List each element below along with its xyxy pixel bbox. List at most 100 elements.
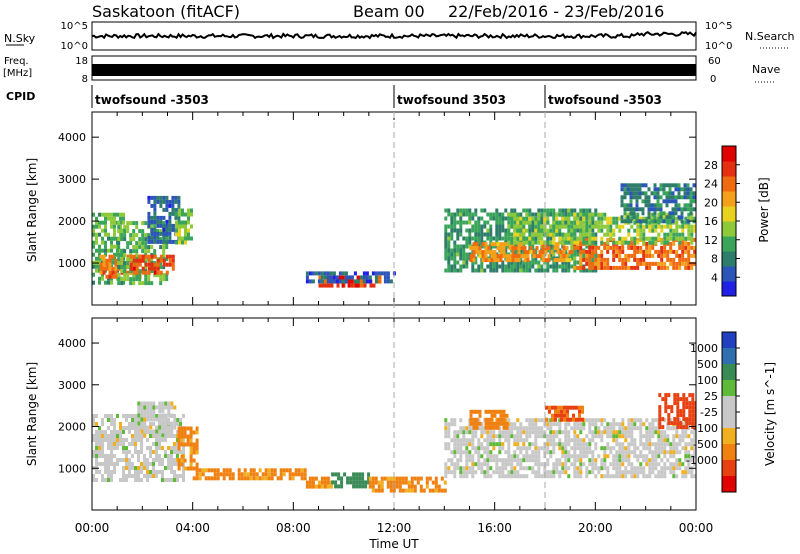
heatmap-cell <box>493 425 497 430</box>
heatmap-cell <box>636 212 640 217</box>
heatmap-cell <box>480 430 484 435</box>
heatmap-cell <box>638 195 642 200</box>
heatmap-cell <box>549 426 553 431</box>
heatmap-cell <box>178 236 181 241</box>
heatmap-cell <box>588 228 592 233</box>
heatmap-cell <box>164 405 168 410</box>
heatmap-cell <box>609 474 613 479</box>
heatmap-cell <box>92 272 95 277</box>
heatmap-cell <box>255 476 259 481</box>
heatmap-cell <box>630 434 634 439</box>
heatmap-cell <box>560 405 563 410</box>
heatmap-cell <box>437 488 441 493</box>
heatmap-cell <box>627 265 631 270</box>
heatmap-cell <box>165 237 169 242</box>
heatmap-cell <box>507 418 511 423</box>
heatmap-cell <box>609 462 613 467</box>
heatmap-cell <box>161 470 164 474</box>
heatmap-cell <box>486 458 490 463</box>
heatmap-cell <box>537 268 541 273</box>
heatmap-cell <box>392 488 396 493</box>
heatmap-cell <box>591 418 595 423</box>
heatmap-cell <box>288 476 292 481</box>
heatmap-cell <box>489 458 493 463</box>
heatmap-cell <box>661 417 665 422</box>
heatmap-cell <box>555 430 559 435</box>
heatmap-cell <box>187 220 190 225</box>
heatmap-cell <box>687 434 691 439</box>
heatmap-cell <box>181 236 184 241</box>
heatmap-cell <box>468 228 472 233</box>
heatmap-cell <box>669 249 673 254</box>
power-x-axis <box>91 112 697 305</box>
heatmap-cell <box>623 207 627 212</box>
heatmap-cell <box>582 252 586 257</box>
heatmap-cell <box>173 417 177 422</box>
heatmap-cell <box>453 252 457 257</box>
heatmap-cell <box>546 236 550 241</box>
heatmap-cell <box>564 454 568 459</box>
heatmap-cell <box>626 207 630 212</box>
heatmap-cell <box>132 245 136 250</box>
heatmap-cell <box>549 438 553 443</box>
heatmap-cell <box>546 260 550 265</box>
heatmap-cell <box>573 224 577 229</box>
heatmap-cell <box>447 256 451 261</box>
heatmap-cell <box>672 261 676 266</box>
heatmap-cell <box>459 442 463 447</box>
heatmap-cell <box>498 442 502 447</box>
heatmap-cell <box>149 417 153 422</box>
heatmap-cell <box>684 454 688 459</box>
heatmap-cell <box>633 228 637 233</box>
heatmap-cell <box>95 446 98 450</box>
heatmap-cell <box>374 476 378 481</box>
heatmap-cell <box>639 430 643 435</box>
heatmap-cell <box>641 211 645 216</box>
heatmap-cell <box>630 450 634 455</box>
heatmap-cell <box>558 462 562 467</box>
heatmap-cell <box>676 401 680 406</box>
heatmap-cell <box>668 191 672 196</box>
heatmap-cell <box>659 219 663 224</box>
heatmap-cell <box>159 195 163 200</box>
heatmap-cell <box>95 422 98 426</box>
heatmap-cell <box>168 215 172 220</box>
heatmap-cell <box>175 228 178 233</box>
heatmap-cell <box>132 221 136 226</box>
heatmap-cell <box>140 409 144 414</box>
heatmap-cell <box>95 216 98 221</box>
heatmap-cell <box>540 224 544 229</box>
heatmap-cell <box>170 446 173 450</box>
heatmap-cell <box>144 270 148 275</box>
heatmap-cell <box>662 211 666 216</box>
heatmap-cell <box>465 470 469 475</box>
heatmap-cell <box>362 275 366 280</box>
heatmap-cell <box>626 203 630 208</box>
heatmap-cell <box>672 249 676 254</box>
heatmap-cell <box>119 216 122 221</box>
heatmap-cell <box>570 212 574 217</box>
nsky-panel: N.Sky 10^5 10^0 10^5 10^0 N.Search <box>4 21 795 52</box>
heatmap-cell <box>137 433 141 438</box>
heatmap-cell <box>468 232 472 237</box>
heatmap-cell <box>102 258 106 263</box>
heatmap-cell <box>165 245 169 250</box>
heatmap-cell <box>660 430 664 435</box>
heatmap-cell <box>358 476 362 481</box>
heatmap-cell <box>648 470 652 475</box>
heatmap-cell <box>540 268 544 273</box>
heatmap-cell <box>361 476 365 481</box>
heatmap-cell <box>474 450 478 455</box>
heatmap-cell <box>153 227 157 232</box>
heatmap-cell <box>520 254 524 259</box>
heatmap-cell <box>567 454 571 459</box>
heatmap-cell <box>690 216 694 221</box>
heatmap-cell <box>675 220 679 225</box>
heatmap-cell <box>108 258 112 263</box>
heatmap-cell <box>675 466 679 471</box>
heatmap-cell <box>477 466 481 471</box>
heatmap-cell <box>132 273 136 278</box>
heatmap-cell <box>167 434 170 438</box>
heatmap-cell <box>680 187 684 192</box>
heatmap-cell <box>444 430 448 435</box>
